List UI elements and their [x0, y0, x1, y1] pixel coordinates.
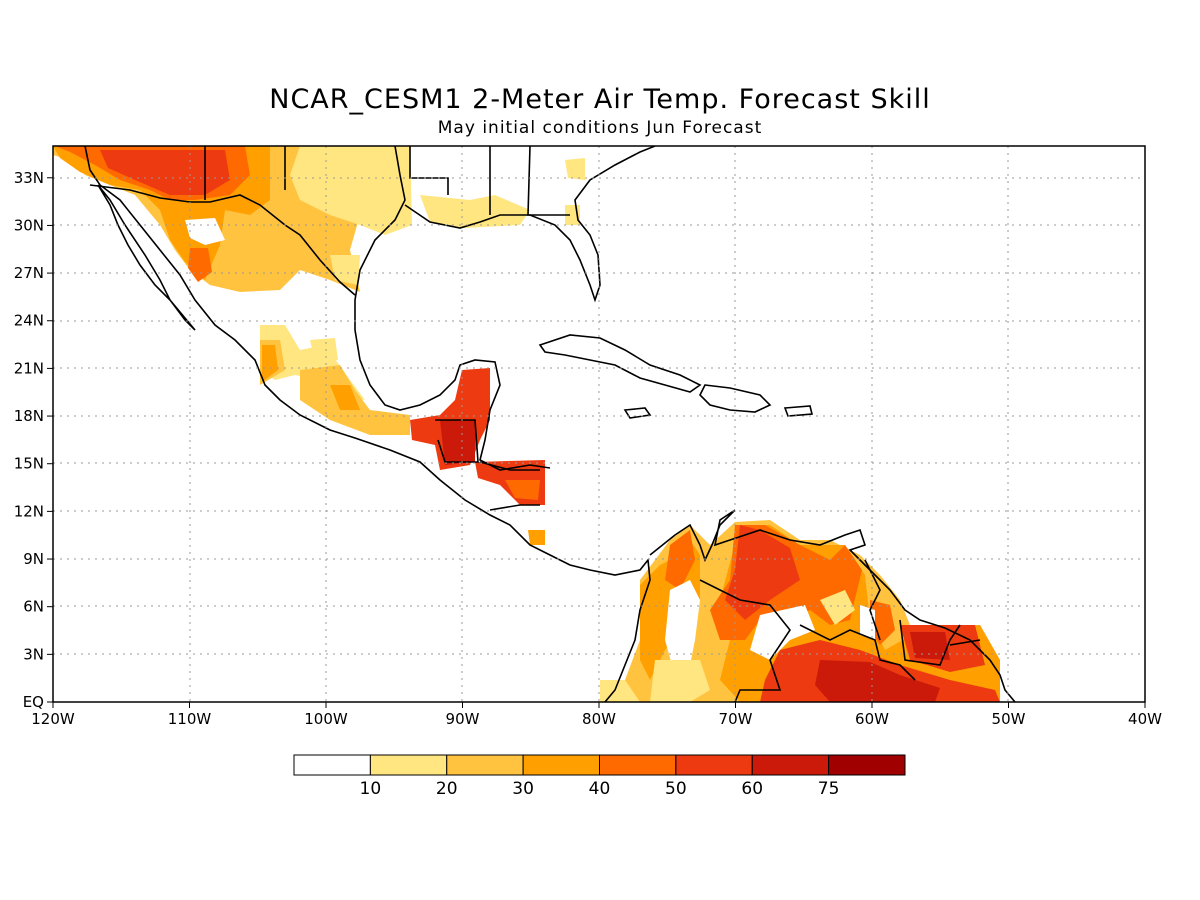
x-tick-label: 80W — [582, 710, 616, 728]
x-tick-label: 70W — [719, 710, 753, 728]
y-tick-label: 30N — [14, 216, 44, 234]
shade-se-us-20 — [420, 195, 530, 228]
colorbar-label: 75 — [818, 779, 840, 799]
chart-title: NCAR_CESM1 2-Meter Air Temp. Forecast Sk… — [269, 84, 931, 115]
colorbar-label: 50 — [665, 779, 687, 799]
y-tick-label: 6N — [23, 598, 44, 616]
border-us-mexico — [89, 184, 356, 296]
shade-nicaragua-40 — [528, 530, 545, 545]
x-tick-label: 110W — [168, 710, 212, 728]
border-sa-countries — [699, 559, 981, 702]
y-axis: EQ 3N 6N 9N 12N 15N 18N 21N 24N 27N 30N 33N — [14, 169, 53, 711]
y-tick-label: 9N — [23, 550, 44, 568]
shade-ga-20 — [565, 158, 585, 180]
coast-south-america — [649, 509, 1016, 702]
shade-mexico-20b — [310, 338, 338, 362]
grid — [53, 146, 1145, 702]
colorbar-swatch — [751, 754, 830, 776]
x-tick-label: 40W — [1128, 710, 1162, 728]
y-tick-label: EQ — [23, 693, 44, 711]
shade-sw-us-20 — [290, 146, 412, 235]
skill-shading — [53, 146, 1000, 702]
shade-sw-us-60 — [100, 150, 230, 195]
colorbar-label: 20 — [436, 779, 458, 799]
y-tick-label: 15N — [14, 455, 44, 473]
y-tick-label: 24N — [14, 312, 44, 330]
x-tick-label: 90W — [446, 710, 480, 728]
y-tick-label: 27N — [14, 264, 44, 282]
shade-texas-20 — [330, 255, 360, 285]
coast-puerto-rico — [783, 405, 814, 417]
shade-guatemala-60 — [440, 420, 475, 465]
shade-sa-75 — [815, 632, 950, 702]
coast-baja — [97, 184, 196, 331]
colorbar-swatch — [369, 754, 448, 776]
colorbar-swatch — [675, 754, 753, 776]
colorbar-swatch — [293, 754, 371, 776]
shade-mexico-40 — [262, 345, 360, 410]
coast-us-gulf — [404, 146, 656, 303]
x-tick-label: 120W — [31, 710, 75, 728]
border-us-states — [204, 146, 570, 216]
x-tick-label: 60W — [855, 710, 889, 728]
coast-mexico-pacific — [84, 146, 651, 702]
shade-sa-white1 — [665, 580, 700, 665]
shade-sa-20 — [600, 590, 855, 702]
y-tick-label: 18N — [14, 407, 44, 425]
y-tick-label: 21N — [14, 359, 44, 377]
colorbar-swatch — [446, 754, 524, 776]
colorbar-label: 10 — [360, 779, 382, 799]
x-tick-label: 100W — [304, 710, 348, 728]
shade-sa-white2 — [750, 605, 815, 660]
colorbar-label: 60 — [741, 779, 763, 799]
colorbar-label: 40 — [589, 779, 611, 799]
colorbar-swatch — [599, 754, 677, 776]
colorbar-swatch — [828, 754, 906, 776]
border-central-america — [435, 419, 540, 511]
coast-cuba — [538, 334, 702, 393]
chart-subtitle: May initial conditions Jun Forecast — [437, 118, 763, 138]
coast-gulf-mexico — [354, 146, 551, 471]
coastlines — [84, 146, 1016, 702]
colorbar-label: 30 — [512, 779, 534, 799]
colorbar-swatch — [522, 754, 600, 776]
colorbar: 10 20 30 40 50 60 75 — [293, 754, 906, 799]
y-tick-label: 33N — [14, 169, 44, 187]
y-tick-label: 3N — [23, 645, 44, 663]
x-axis: 120W 110W 100W 90W 80W 70W 60W 50W 40W — [31, 702, 1162, 728]
y-tick-label: 12N — [14, 502, 44, 520]
coast-jamaica — [623, 407, 652, 419]
shade-honduras-40 — [505, 480, 540, 500]
x-tick-label: 50W — [992, 710, 1026, 728]
coast-hispaniola — [699, 384, 772, 413]
